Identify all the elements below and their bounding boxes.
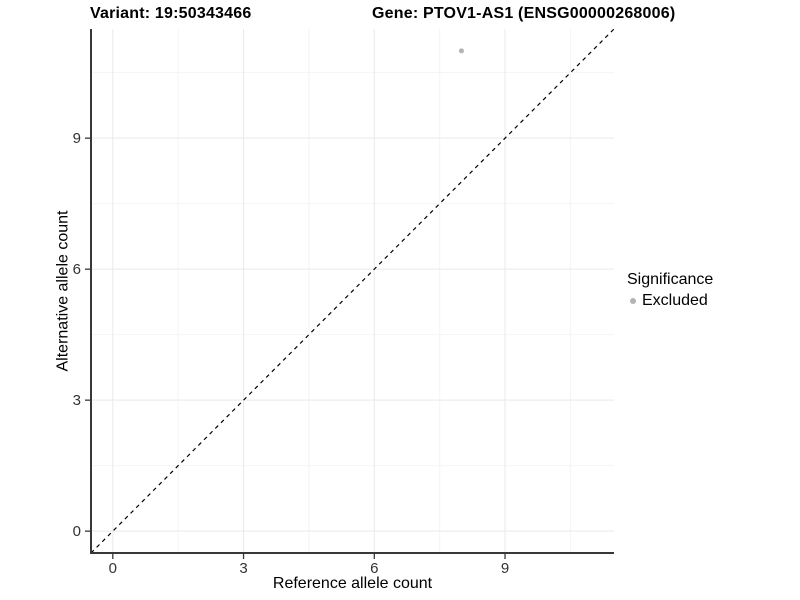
legend-label-excluded: Excluded (642, 292, 708, 309)
identity-line (90, 28, 615, 554)
legend-entry-excluded: Excluded (627, 292, 799, 310)
excluded-dot-icon (630, 298, 636, 304)
data-point (458, 48, 464, 54)
y-axis-label: Alternative allele count (54, 210, 72, 372)
x-tick-label: 3 (239, 560, 247, 577)
variant-title: Variant: 19:50343466 (90, 5, 252, 22)
y-tick-label: 9 (73, 130, 81, 147)
y-tick-label: 6 (73, 261, 81, 278)
gene-title: Gene: PTOV1-AS1 (ENSG00000268006) (372, 5, 676, 22)
x-tick-label: 9 (501, 560, 509, 577)
y-tick-label: 3 (73, 392, 81, 409)
y-tick-label: 0 (73, 523, 81, 540)
legend: Significance Excluded (627, 271, 799, 310)
x-tick-label: 6 (370, 560, 378, 577)
legend-title: Significance (627, 271, 714, 288)
x-tick-label: 0 (109, 560, 117, 577)
x-axis-label: Reference allele count (272, 575, 433, 592)
